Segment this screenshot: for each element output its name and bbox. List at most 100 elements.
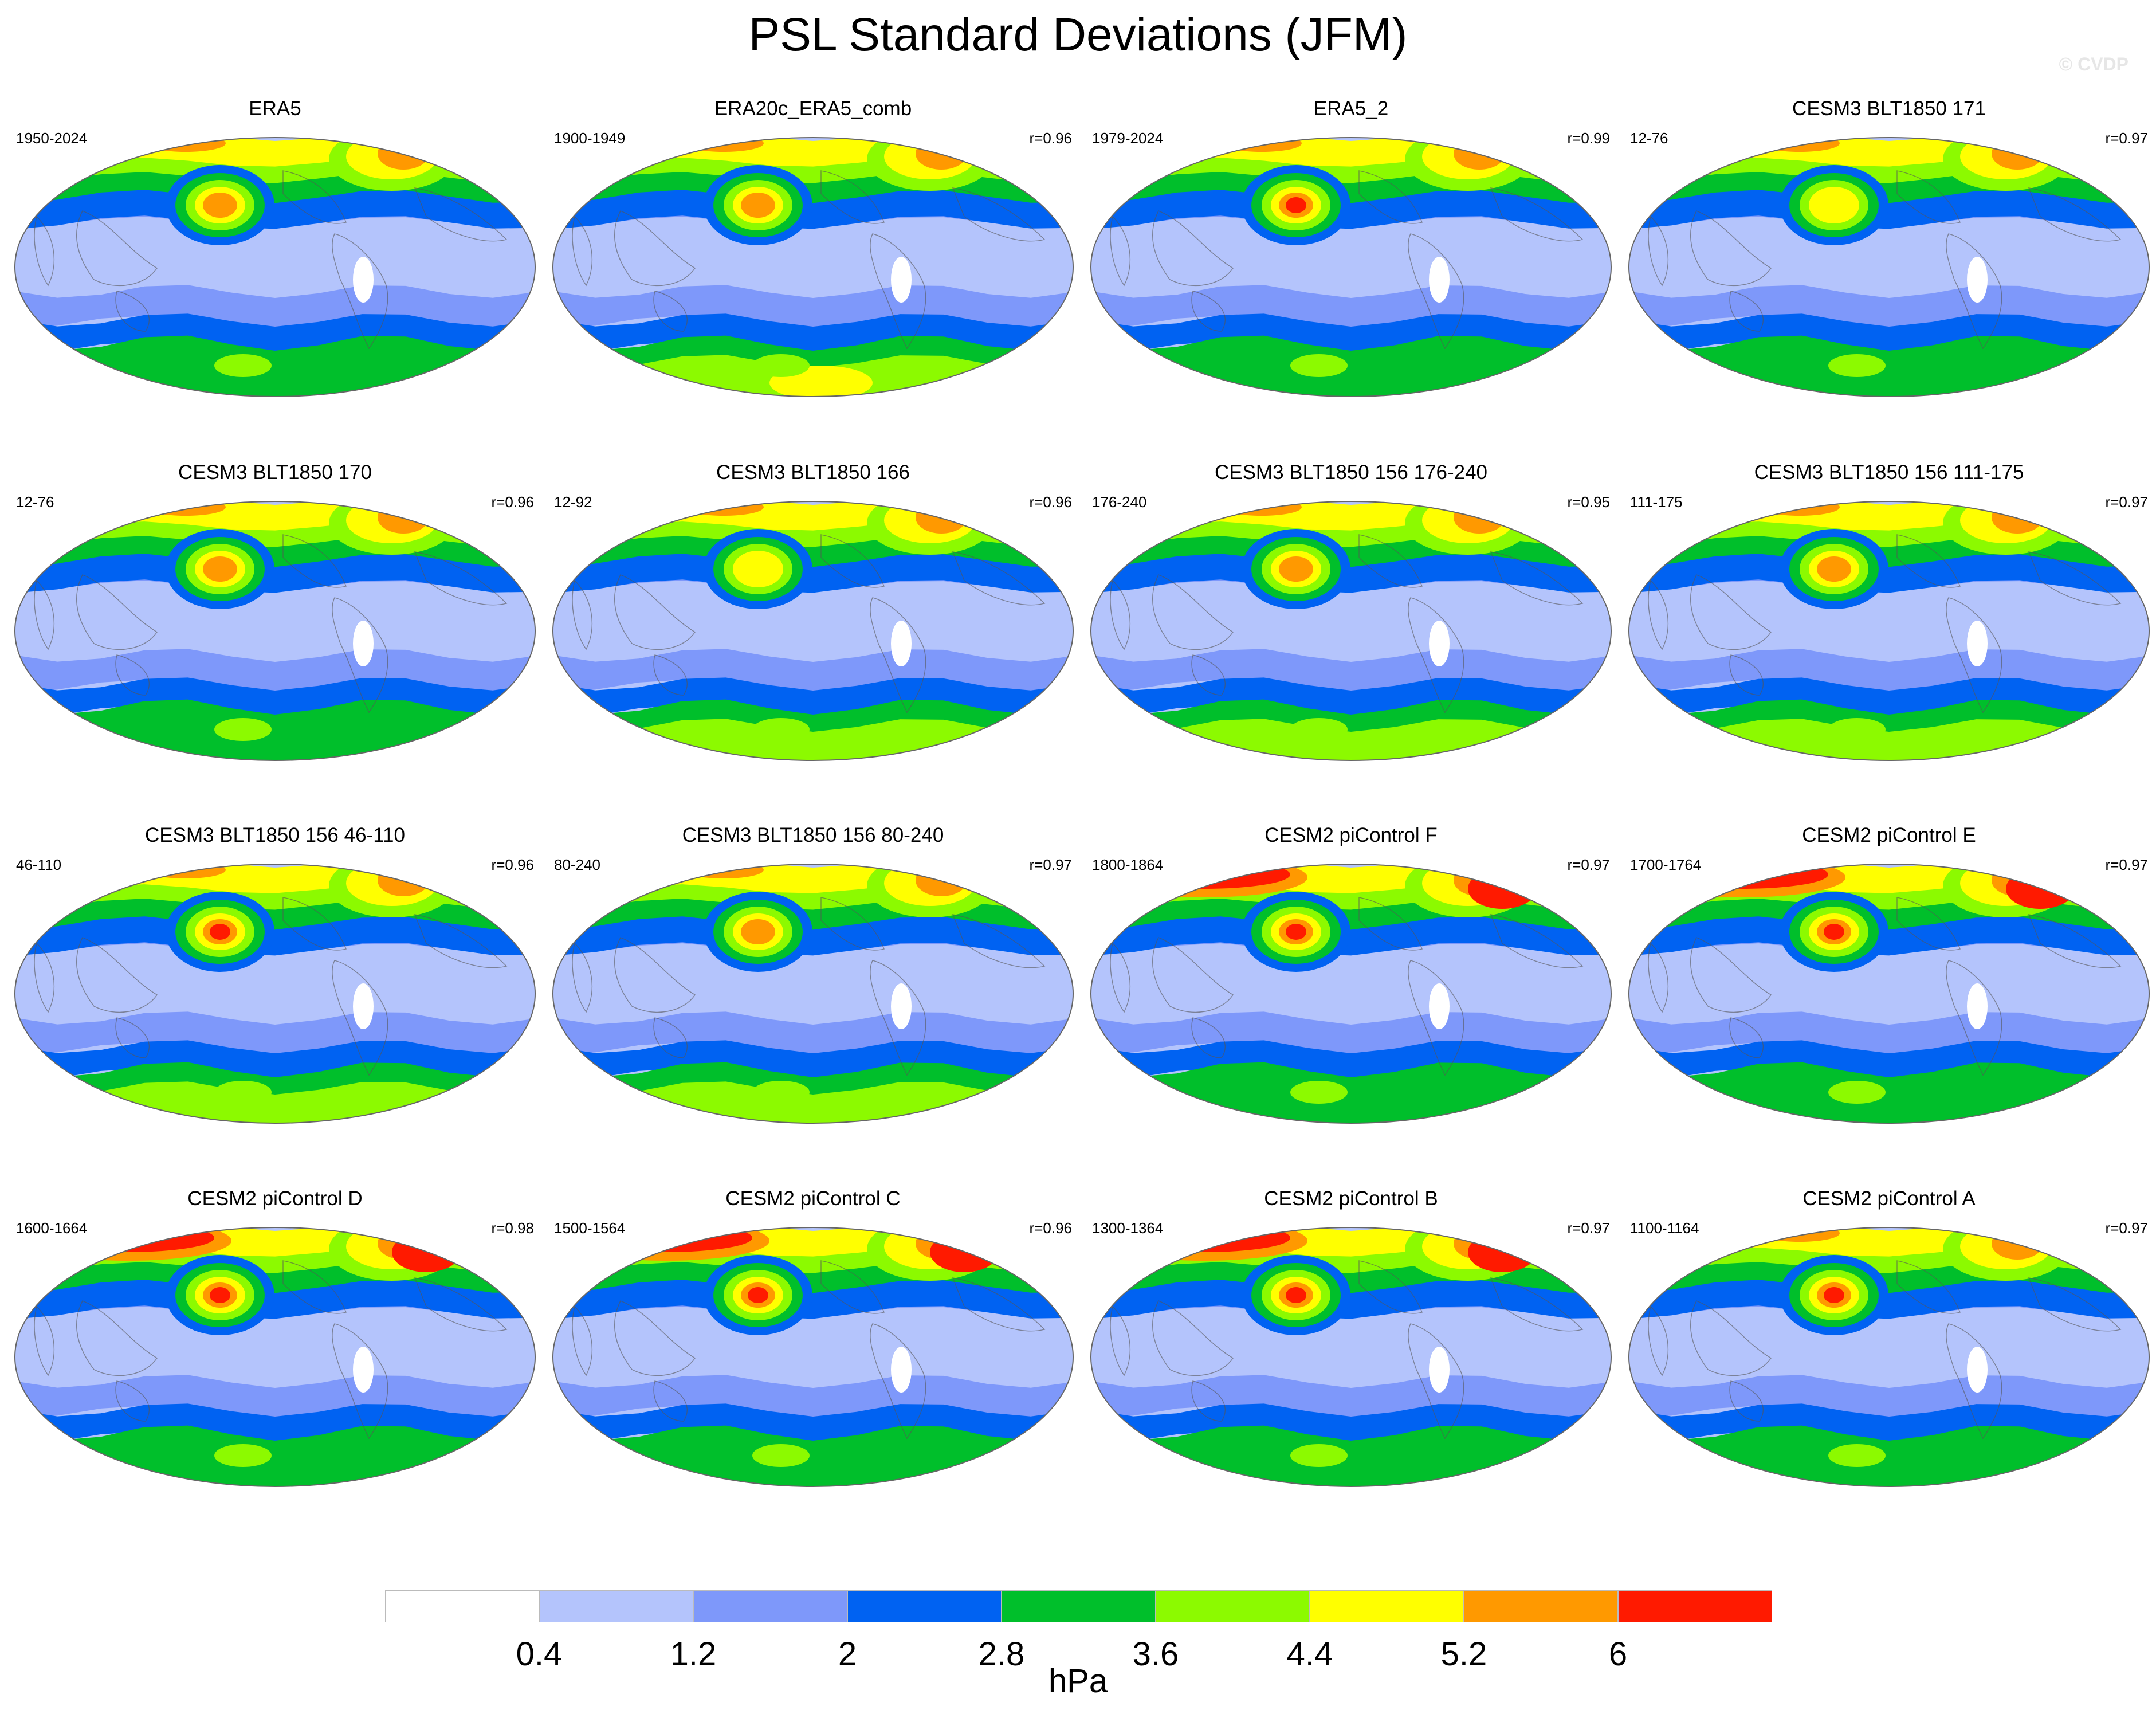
map-panel: ERA5_2 1979-2024 r=0.99 [1082,97,1620,453]
antarctic-blob [1290,1081,1348,1104]
aleutian-ring-5 [1817,556,1851,582]
map-svg [552,1227,1074,1487]
map-panel: CESM2 piControl A 1100-1164 r=0.97 [1620,1187,2156,1543]
southern-ocean-band [1091,313,1611,355]
tropical-band [1091,1326,1611,1384]
sh-subtropical-band [15,285,535,330]
coastline-outlines [1648,1260,2122,1440]
antarctic-blob [752,1081,810,1104]
sh-subtropical-band [553,1375,1073,1419]
atlantic-core [916,138,967,170]
coastline-outlines [1648,897,2122,1076]
antarctic-blob [214,354,272,377]
panel-title: CESM2 piControl A [1802,1187,1976,1210]
southern-ocean-band [15,1403,535,1445]
map-svg [1090,864,1612,1124]
southern-ocean-band [15,313,535,355]
globe-outline [1090,1227,1612,1487]
antarctic-band [15,335,535,397]
aleutian-ring-5 [741,919,775,944]
min-patch [1967,621,1988,666]
globe-outline [14,501,536,761]
antarctic-blob [1290,1444,1348,1467]
map-panel: CESM3 BLT1850 156 80-240 80-240 r=0.97 [544,824,1082,1179]
panel-years: 176-240 [1092,493,1147,511]
antarctic-band [15,1425,535,1486]
min-patch [1967,1347,1988,1393]
southern-ocean-band [1629,313,2149,355]
map-panel: ERA5 1950-2024 [6,97,544,453]
panel-pattern-correlation: r=0.96 [1029,1219,1072,1237]
map-panel: CESM3 BLT1850 170 12-76 r=0.96 [6,461,544,817]
colorbar-units: hPa [1048,1662,1108,1700]
sh-subtropical-band [1091,1011,1611,1056]
tropical-band [15,600,535,658]
colorbar-swatch [1156,1590,1310,1622]
map-svg [552,137,1074,397]
antarctic-blob [1828,1081,1886,1104]
antarctic-blob [1290,354,1348,377]
panel-pattern-correlation: r=0.97 [1029,856,1072,873]
globe-outline [1090,864,1612,1124]
atlantic-core [378,138,429,170]
panel-years: 1500-1564 [554,1219,626,1237]
tropical-band [1629,236,2149,295]
panel-years: 1300-1364 [1092,1219,1164,1237]
panel-title: CESM3 BLT1850 156 176-240 [1214,461,1488,484]
atlantic-core [1992,1227,2043,1260]
panel-title: ERA5_2 [1313,97,1389,120]
globe-outline [14,137,536,397]
tropical-band [1629,600,2149,658]
panel-years: 12-76 [1630,130,1668,147]
antarctic-band [1091,1062,1611,1123]
colorbar-tick-label: 2.8 [978,1635,1025,1673]
map-svg [552,864,1074,1124]
tropical-band [15,236,535,295]
coastline-outlines [1110,897,1584,1076]
globe-outline [14,1227,536,1487]
tropical-band [553,600,1073,658]
coastline-outlines [34,897,508,1076]
panel-years: 80-240 [554,856,600,873]
panel-pattern-correlation: r=0.96 [491,856,534,873]
panel-years: 1600-1664 [16,1219,88,1237]
southern-ocean-band [553,1403,1073,1445]
sh-subtropical-band [1629,1011,2149,1056]
antarctic-band [553,1425,1073,1486]
min-patch [353,983,374,1029]
antarctic-band [1629,1062,2149,1123]
panel-title: CESM3 BLT1850 170 [178,461,372,484]
globe-outline [552,1227,1074,1487]
panel-title: CESM3 BLT1850 166 [716,461,910,484]
southern-ocean-band [15,677,535,719]
map-panel: CESM3 BLT1850 171 12-76 r=0.97 [1620,97,2156,453]
sh-subtropical-band [15,1375,535,1419]
panel-years: 111-175 [1630,493,1683,511]
southern-ocean-band [1629,1403,2149,1445]
sh-subtropical-band [1091,285,1611,330]
aleutian-ring-4 [733,551,783,587]
panel-pattern-correlation: r=0.96 [1029,130,1072,147]
southern-ocean-band [553,677,1073,719]
map-svg [1628,864,2150,1124]
credit-watermark: © CVDP [2059,54,2128,74]
aleutian-ring-5 [203,556,237,582]
coastline-outlines [34,170,508,350]
globe-outline [1628,137,2150,397]
panel-years: 46-110 [16,856,62,873]
panel-years: 12-92 [554,493,592,511]
colorbar-swatch [1618,1590,1772,1622]
antarctic-blob [752,718,810,741]
panel-title: CESM2 piControl F [1264,824,1438,846]
antarctic-blob [214,1444,272,1467]
antarctic-blob [214,718,272,741]
sh-subtropical-band [1091,1375,1611,1419]
atlantic-core [378,864,429,896]
antarctic-band [1091,1425,1611,1486]
globe-outline [552,137,1074,397]
panel-years: 1800-1864 [1092,856,1164,873]
map-panel: CESM3 BLT1850 156 46-110 46-110 r=0.96 [6,824,544,1179]
panel-years: 1100-1164 [1630,1219,1699,1237]
coastline-outlines [34,534,508,713]
antarctic-blob [1290,718,1348,741]
